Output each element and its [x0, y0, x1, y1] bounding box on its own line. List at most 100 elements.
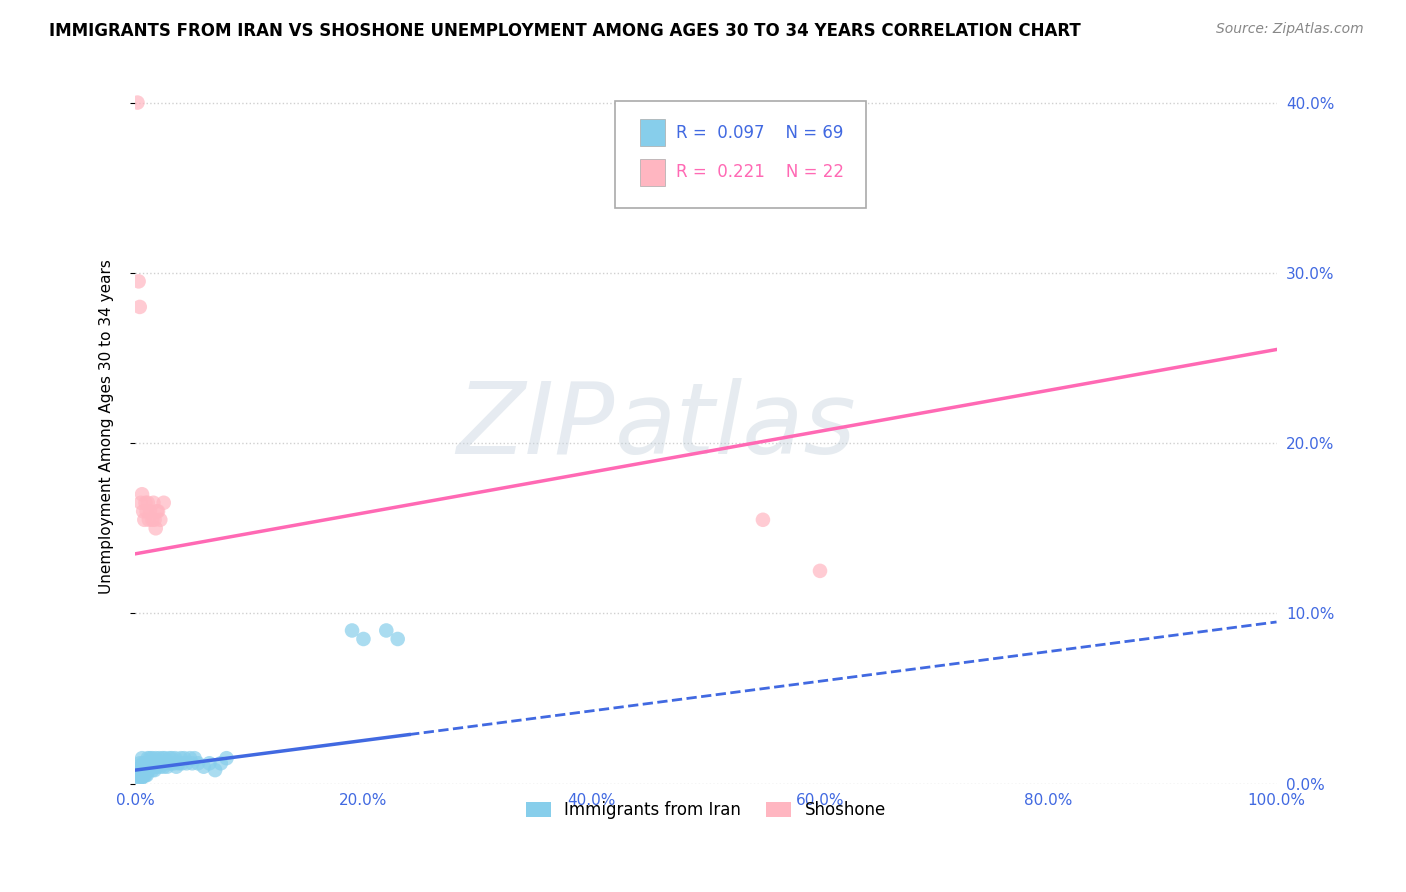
Point: [752, 513, 775, 527]
Point: [156, 760, 179, 774]
Point: [142, 496, 165, 510]
Point: [353, 632, 375, 646]
Point: [163, 756, 186, 771]
Point: [155, 756, 177, 771]
Point: [159, 756, 181, 771]
Point: [170, 756, 193, 771]
Point: [152, 760, 174, 774]
Point: [134, 768, 156, 782]
Point: [136, 763, 159, 777]
Point: [139, 504, 162, 518]
Point: [375, 624, 398, 638]
Point: [148, 751, 170, 765]
Point: [152, 751, 174, 765]
Point: [132, 504, 155, 518]
Point: [128, 756, 150, 771]
Bar: [640, 159, 665, 186]
Bar: [640, 120, 665, 146]
Point: [135, 768, 157, 782]
Point: [198, 756, 221, 771]
Point: [131, 766, 153, 780]
Point: [146, 504, 169, 518]
Text: atlas: atlas: [614, 377, 856, 475]
Point: [139, 760, 162, 774]
Point: [134, 513, 156, 527]
Point: [136, 751, 159, 765]
Point: [181, 756, 204, 771]
Point: [167, 756, 190, 771]
Point: [146, 504, 169, 518]
Point: [141, 751, 163, 765]
Point: [128, 763, 150, 777]
Point: [146, 756, 169, 771]
Y-axis label: Unemployment Among Ages 30 to 34 years: Unemployment Among Ages 30 to 34 years: [100, 259, 114, 593]
Point: [183, 751, 205, 765]
Point: [138, 513, 160, 527]
Point: [141, 513, 163, 527]
Point: [145, 751, 167, 765]
Point: [129, 768, 152, 782]
Point: [165, 760, 187, 774]
Point: [136, 496, 159, 510]
Point: [146, 760, 169, 774]
Point: [142, 760, 165, 774]
Point: [129, 764, 152, 779]
Point: [145, 756, 167, 771]
Point: [340, 624, 363, 638]
Point: [187, 756, 209, 771]
Text: R =  0.221    N = 22: R = 0.221 N = 22: [676, 163, 844, 181]
Point: [134, 768, 156, 782]
Point: [179, 751, 201, 765]
Point: [150, 756, 173, 771]
Point: [132, 768, 155, 782]
Point: [173, 751, 195, 765]
Point: [149, 760, 172, 774]
Point: [141, 763, 163, 777]
Point: [127, 95, 149, 110]
Point: [134, 496, 156, 510]
Point: [128, 760, 150, 774]
Point: [152, 496, 174, 510]
Point: [141, 760, 163, 774]
Point: [170, 751, 193, 765]
Point: [135, 504, 157, 518]
Point: [131, 487, 153, 501]
Point: [129, 760, 152, 774]
Point: [204, 763, 226, 777]
FancyBboxPatch shape: [614, 101, 866, 208]
Point: [160, 751, 183, 765]
Point: [128, 300, 150, 314]
Point: [145, 521, 167, 535]
Point: [132, 763, 155, 777]
Point: [193, 760, 215, 774]
Point: [134, 756, 156, 771]
Text: R =  0.097    N = 69: R = 0.097 N = 69: [676, 124, 844, 142]
Point: [131, 770, 153, 784]
Point: [135, 760, 157, 774]
Text: Source: ZipAtlas.com: Source: ZipAtlas.com: [1216, 22, 1364, 37]
Text: IMMIGRANTS FROM IRAN VS SHOSHONE UNEMPLOYMENT AMONG AGES 30 TO 34 YEARS CORRELAT: IMMIGRANTS FROM IRAN VS SHOSHONE UNEMPLO…: [49, 22, 1081, 40]
Point: [149, 513, 172, 527]
Point: [128, 772, 150, 786]
Point: [209, 756, 232, 771]
Point: [387, 632, 409, 646]
Point: [176, 756, 198, 771]
Point: [139, 751, 162, 765]
Legend: Immigrants from Iran, Shoshone: Immigrants from Iran, Shoshone: [519, 794, 893, 825]
Point: [129, 496, 152, 510]
Point: [153, 751, 176, 765]
Point: [159, 751, 181, 765]
Point: [128, 768, 150, 782]
Point: [132, 756, 155, 771]
Point: [128, 274, 150, 288]
Point: [138, 763, 160, 777]
Point: [808, 564, 831, 578]
Point: [143, 763, 166, 777]
Point: [138, 756, 160, 771]
Point: [127, 768, 149, 782]
Text: ZIP: ZIP: [457, 377, 614, 475]
Point: [134, 760, 156, 774]
Point: [129, 772, 152, 786]
Point: [215, 751, 238, 765]
Point: [165, 751, 187, 765]
